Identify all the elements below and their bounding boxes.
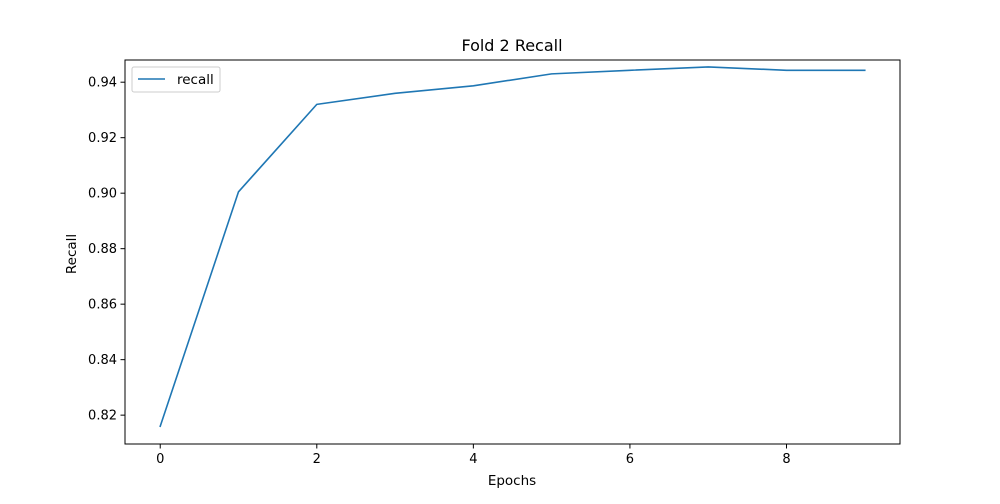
x-tick-label: 8 (782, 452, 790, 467)
series-layer (159, 66, 866, 428)
legend-box (131, 66, 221, 93)
y-tick-label: 0.88 (88, 242, 117, 257)
y-axis: 0.82 0.84 0.86 0.88 0.90 0.92 0.94 (88, 76, 125, 424)
x-tick-label: 0 (156, 452, 164, 467)
x-tick-label: 2 (313, 452, 321, 467)
series-line-recall (159, 66, 866, 428)
y-axis-label: Recall (64, 234, 80, 274)
y-tick-label: 0.92 (88, 131, 117, 146)
y-tick-label: 0.94 (88, 76, 117, 91)
x-tick-label: 4 (469, 452, 477, 467)
y-tick-label: 0.90 (88, 187, 117, 202)
x-tick-label: 6 (626, 452, 634, 467)
y-tick-label: 0.84 (88, 353, 117, 368)
y-tick-label: 0.82 (88, 409, 117, 424)
legend-label-recall: recall (177, 72, 214, 88)
x-axis-label: Epochs (488, 473, 536, 489)
legend: recall (131, 66, 221, 93)
x-axis: 0 2 4 6 8 (156, 444, 791, 467)
chart-title: Fold 2 Recall (461, 36, 562, 55)
plot-area-frame (124, 59, 901, 445)
y-tick-label: 0.86 (88, 298, 117, 313)
